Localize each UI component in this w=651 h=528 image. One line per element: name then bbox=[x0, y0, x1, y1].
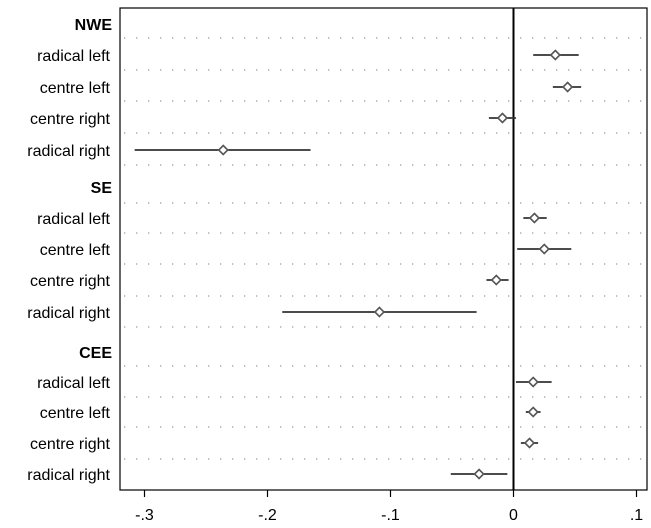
point-estimate bbox=[496, 112, 509, 124]
point-estimate bbox=[490, 274, 502, 286]
x-tick-label: -.2 bbox=[258, 507, 277, 524]
row-label: radical right bbox=[27, 467, 110, 484]
row-label: radical left bbox=[37, 211, 110, 228]
row-label: centre right bbox=[30, 111, 111, 128]
point-estimate bbox=[527, 376, 539, 388]
row-label: radical right bbox=[27, 143, 110, 160]
x-axis: -.3 -.2 -.1 0 .1 bbox=[135, 490, 643, 524]
group-label: NWE bbox=[75, 17, 113, 34]
group-label: CEE bbox=[79, 345, 112, 362]
x-tick-label: -.3 bbox=[135, 507, 154, 524]
x-tick-label: -.1 bbox=[381, 507, 400, 524]
row-label: centre right bbox=[30, 436, 111, 453]
row-label: centre left bbox=[40, 405, 111, 422]
point-estimate bbox=[473, 468, 485, 480]
point-estimate bbox=[527, 406, 539, 418]
row-label: radical right bbox=[27, 305, 110, 322]
point-estimate bbox=[528, 212, 541, 224]
row-labels: NWE radical left centre left centre right ra… bbox=[27, 17, 112, 484]
grid-lines bbox=[124, 37, 643, 460]
group-label: SE bbox=[91, 180, 113, 197]
row-label: radical left bbox=[37, 375, 110, 392]
point-estimate bbox=[561, 81, 574, 93]
point-estimate bbox=[523, 437, 536, 449]
row-label: centre right bbox=[30, 273, 111, 290]
estimates bbox=[134, 49, 582, 480]
point-estimate bbox=[373, 306, 386, 318]
row-label: centre left bbox=[40, 80, 111, 97]
row-label: centre left bbox=[40, 242, 111, 259]
point-estimate bbox=[538, 243, 550, 255]
point-estimate bbox=[549, 49, 561, 61]
row-label: radical left bbox=[37, 48, 110, 65]
x-tick-label: .1 bbox=[630, 507, 643, 524]
x-tick-label: 0 bbox=[509, 507, 518, 524]
point-estimate bbox=[217, 144, 229, 156]
